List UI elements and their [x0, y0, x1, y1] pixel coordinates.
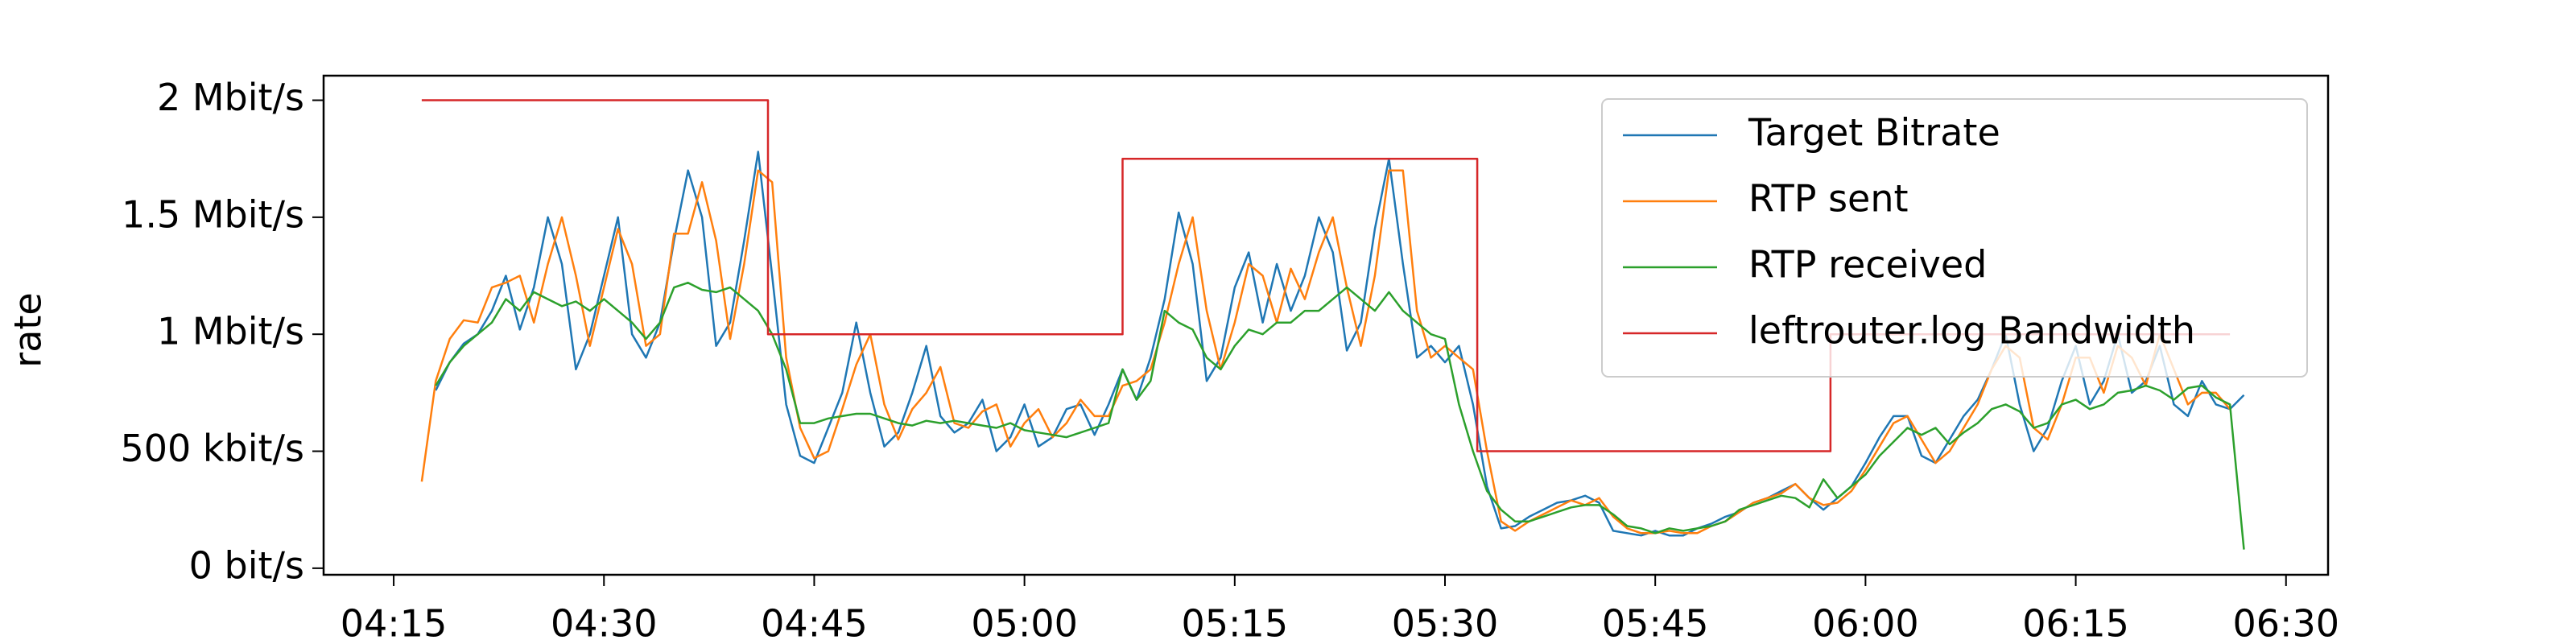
- y-tick-label: 500 kbit/s: [120, 427, 304, 470]
- legend-label: Target Bitrate: [1748, 111, 2000, 155]
- x-tick-label: 05:00: [971, 602, 1078, 644]
- y-tick-label: 1.5 Mbit/s: [122, 192, 304, 236]
- series-line: [435, 281, 2245, 550]
- x-tick-label: 06:15: [2022, 602, 2129, 644]
- series-line: [421, 99, 2231, 452]
- legend-label: RTP sent: [1748, 177, 1909, 221]
- x-tick-label: 04:30: [551, 602, 658, 644]
- y-axis-label: rate: [6, 292, 50, 367]
- axes-frame: [322, 74, 2330, 576]
- x-tick-label: 05:30: [1392, 602, 1499, 644]
- x-tick-label: 06:30: [2232, 602, 2339, 644]
- x-tick-label: 04:15: [341, 602, 448, 644]
- legend: Target Bitrate RTP sent RTP received leftro…: [1601, 98, 2308, 378]
- legend-label: RTP received: [1748, 243, 1987, 287]
- x-tick-label: 04:45: [761, 602, 868, 644]
- x-tick-label: 06:00: [1812, 602, 1919, 644]
- x-tick-label: 05:45: [1602, 602, 1709, 644]
- legend-box: [1601, 98, 2308, 378]
- x-tick-label: 05:15: [1182, 602, 1289, 644]
- legend-label: leftrouter.log Bandwidth: [1748, 309, 2195, 353]
- series-line: [435, 151, 2245, 537]
- y-tick-label: 1 Mbit/s: [157, 310, 304, 353]
- y-tick-label: 0 bit/s: [189, 543, 304, 587]
- y-tick-label: 2 Mbit/s: [157, 76, 304, 119]
